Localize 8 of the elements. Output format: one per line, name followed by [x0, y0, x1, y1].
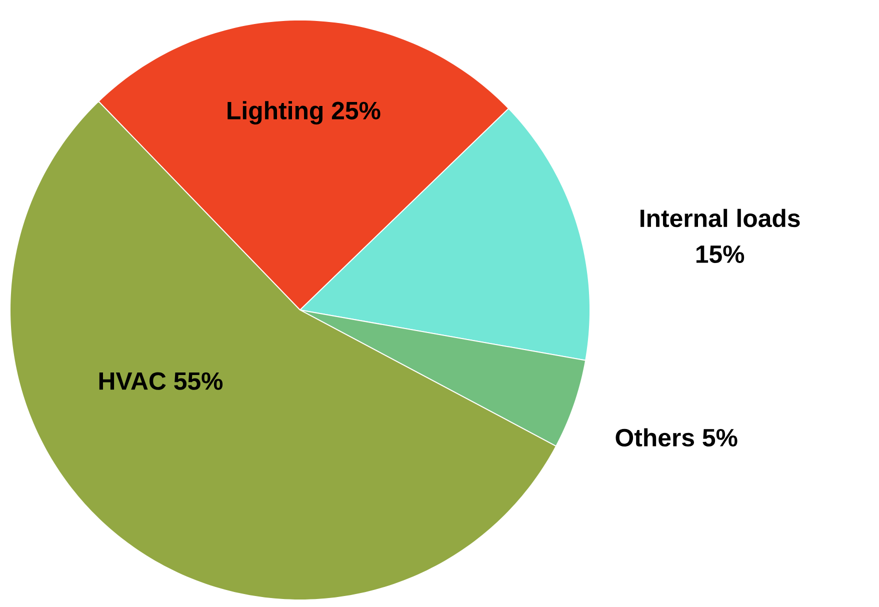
slice-label: Internal loads	[640, 208, 800, 228]
data-label: 15%	[696, 245, 744, 264]
slice-label: Others	[616, 428, 694, 447]
slice-label: Lighting	[228, 101, 323, 124]
data-label: 25%	[332, 102, 380, 120]
data-label: 55%	[174, 372, 223, 390]
slice-label: HVAC	[99, 372, 166, 390]
data-label: 5%	[702, 428, 738, 447]
